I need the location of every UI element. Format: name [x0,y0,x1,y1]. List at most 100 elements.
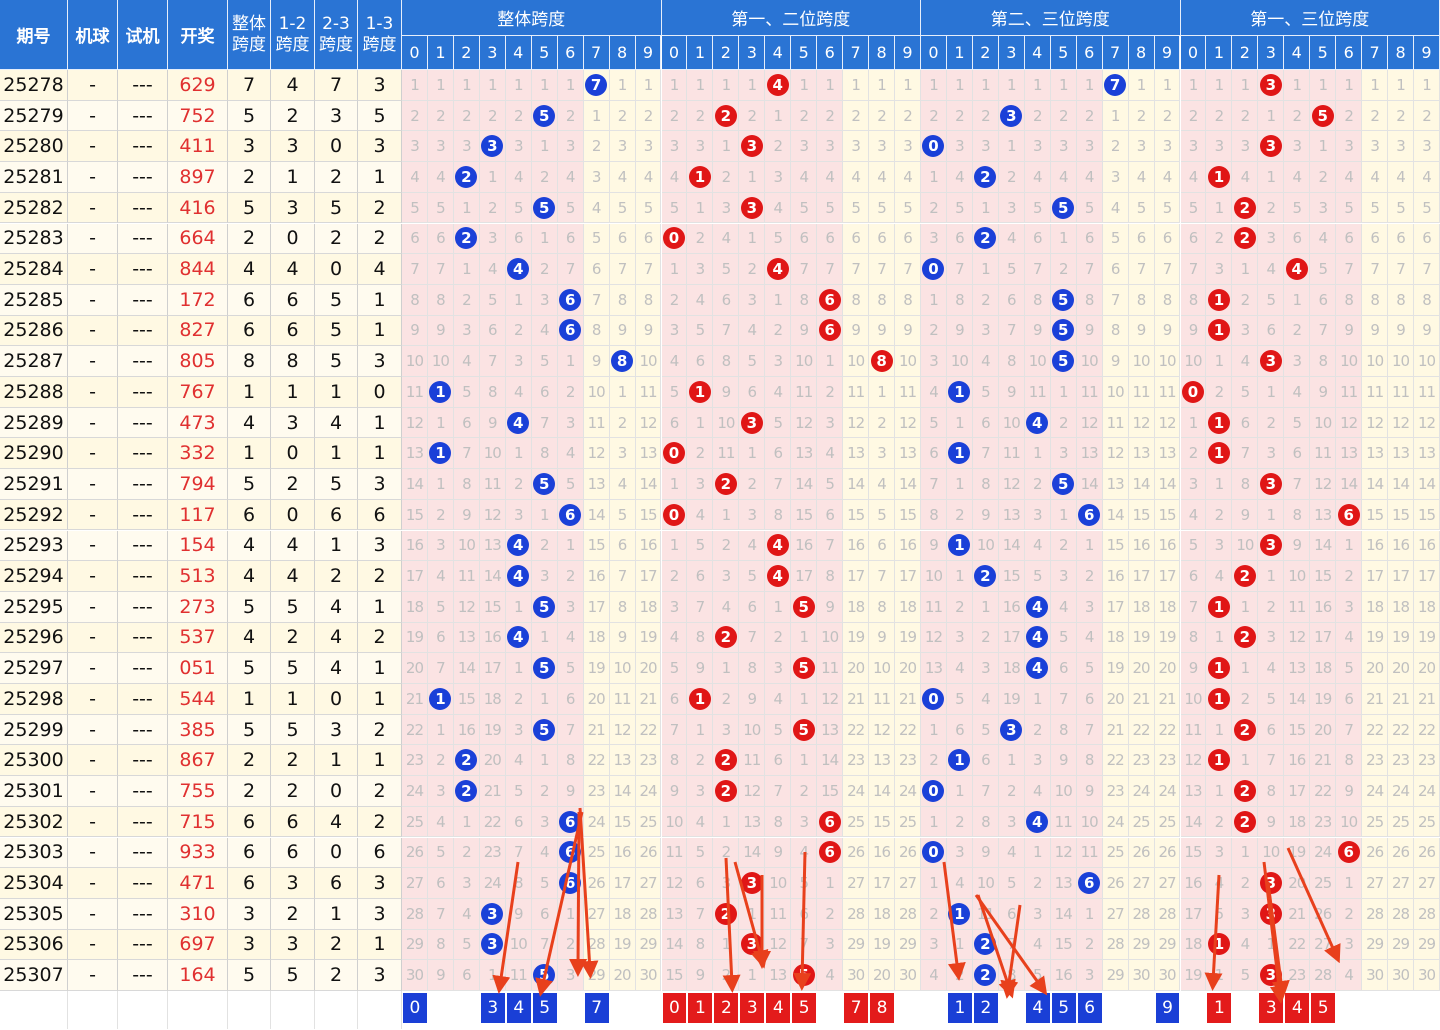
miss-cell: 8 [583,315,610,347]
miss-cell: 1 [1206,622,1233,654]
miss-cell: 5 [869,192,896,224]
hit-ball: 1 [1207,933,1230,956]
miss-cell: 7 [869,561,896,592]
miss-cell: 6 [635,223,662,255]
miss-cell: 3 [687,469,714,500]
miss-cell: 3 [998,100,1025,132]
miss-cell: 4 [817,438,844,470]
miss-cell: 18 [1310,653,1337,684]
miss-cell: 6 [557,315,584,347]
miss-cell: 4 [1050,162,1077,193]
row-machine-ball-cell: - [68,223,118,255]
miss-cell: 9 [661,776,688,807]
miss-cell: 15 [998,561,1025,592]
row-period-cell: 25300 [0,745,68,777]
miss-cell: 12 [765,929,792,961]
miss-cell: 4 [1024,407,1051,439]
miss-cell: 19 [479,714,506,746]
row-total-span-cell: 3 [228,929,271,961]
miss-cell: 12 [817,684,844,715]
miss-cell: 3 [1024,131,1051,163]
miss-cell: 1 [1102,100,1129,132]
miss-cell: 15 [1388,499,1415,531]
miss-cell: 6 [869,530,896,562]
miss-cell: 8 [1336,745,1363,777]
row-machine-ball-cell: - [68,192,118,224]
row-span-13-cell: 3 [358,530,402,562]
hit-ball: 4 [507,626,530,649]
miss-cell: 8 [531,438,558,470]
miss-cell: 1 [427,469,454,500]
miss-cell: 7 [505,837,532,869]
miss-cell: 12 [609,714,636,746]
miss-cell: 5 [946,192,973,224]
miss-cell: 5 [921,407,947,439]
hit-ball: 1 [948,749,971,772]
miss-cell: 3 [998,714,1025,746]
miss-cell: 6 [609,223,636,255]
miss-cell: 7 [531,929,558,961]
miss-cell: 3 [1206,131,1233,163]
miss-cell: 1 [713,806,740,838]
miss-cell: 2 [1024,868,1051,899]
hit-ball: 4 [507,565,530,588]
row-span-23-cell: 0 [315,776,358,807]
miss-cell: 1 [713,131,740,163]
miss-cell: 14 [635,469,662,500]
miss-cell: 28 [1388,898,1415,930]
row-span-13-cell: 1 [358,438,402,470]
row-machine-ball-cell: - [68,776,118,807]
row-span-13-cell: 1 [358,929,402,961]
footer-blank [118,991,168,1029]
miss-cell: 10 [1024,346,1051,377]
miss-cell: 9 [843,315,870,347]
miss-cell: 1 [1206,684,1233,715]
miss-cell: 21 [1128,684,1155,715]
miss-cell: 4 [1024,929,1051,961]
miss-cell: 6 [739,377,766,408]
miss-cell: 1 [921,806,947,838]
forecast-digit: 7 [584,993,609,1023]
miss-cell: 1 [946,438,973,470]
miss-cell: 10 [1180,684,1207,715]
miss-cell: 3 [1258,131,1285,163]
miss-cell: 7 [739,622,766,654]
miss-cell: 2 [1206,377,1233,408]
miss-cell: 1 [1024,70,1051,101]
header-span-12: 1-2 跨度 [271,0,315,70]
row-span-23-cell: 7 [315,70,358,101]
section-title-1: 第一、二位跨度 [661,0,921,36]
miss-cell: 2 [895,100,921,132]
miss-cell: 5 [427,192,454,224]
row-span-12-cell: 3 [271,407,315,439]
miss-cell: 2 [427,745,454,777]
miss-cell: 9 [1024,315,1051,347]
miss-cell: 6 [1258,315,1285,347]
miss-cell: 2 [843,100,870,132]
hit-ball: 4 [766,73,789,96]
miss-cell: 2 [1258,407,1285,439]
miss-cell: 9 [1258,806,1285,838]
miss-cell: 1 [843,70,870,101]
miss-cell: 27 [583,898,610,930]
row-span-23-cell: 6 [315,868,358,899]
hit-ball: 6 [559,872,582,895]
miss-cell: 3 [1284,131,1311,163]
miss-cell: 18 [895,591,921,623]
row-span-23-cell: 5 [315,346,358,377]
miss-cell: 21 [1388,684,1415,715]
miss-cell: 11 [609,684,636,715]
miss-cell: 4 [687,284,714,316]
hit-ball: 3 [481,135,504,158]
miss-cell: 7 [1102,284,1129,316]
row-span-23-cell: 5 [315,192,358,224]
row-draw-cell: 117 [168,499,228,531]
miss-cell: 16 [791,530,818,562]
miss-cell: 4 [1284,254,1311,285]
miss-cell: 10 [817,622,844,654]
row-span-12-cell: 3 [271,131,315,163]
miss-cell: 5 [1050,469,1077,500]
miss-cell: 20 [1284,868,1311,899]
row-total-span-cell: 5 [228,653,271,684]
miss-cell: 12 [453,591,480,623]
